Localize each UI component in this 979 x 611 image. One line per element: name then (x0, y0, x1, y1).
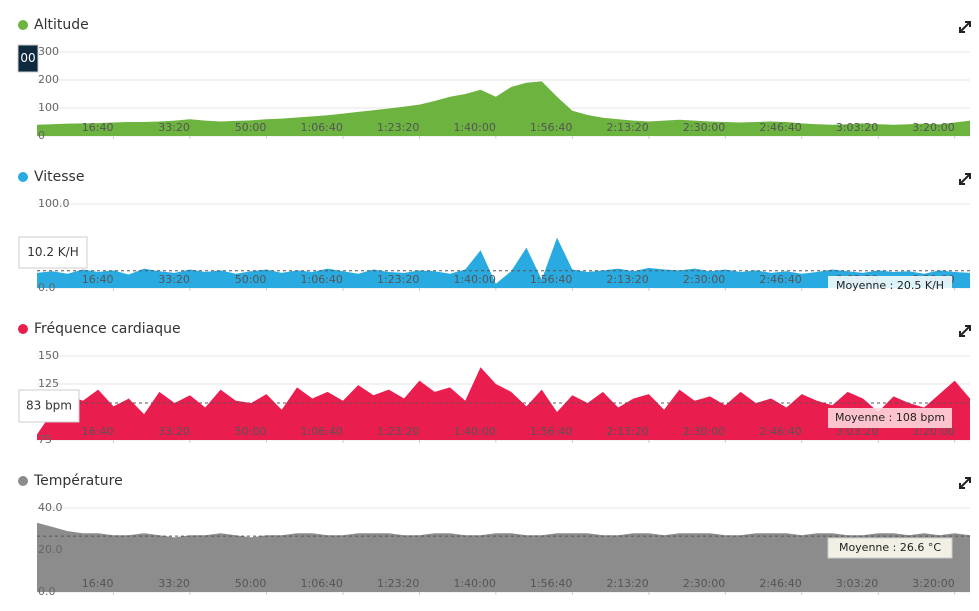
x-tick-label: 1:56:40 (530, 121, 572, 134)
tooltip-box (18, 236, 88, 269)
x-tick-label: 16:40 (82, 273, 114, 286)
x-tick-label: 2:46:40 (759, 577, 801, 590)
area (37, 81, 970, 136)
area (37, 522, 970, 592)
y-tick-label: 100.0 (38, 197, 70, 210)
x-tick-label: 2:30:00 (683, 577, 725, 590)
x-tick-label: 2:30:00 (683, 425, 725, 438)
x-tick-label: 2:46:40 (759, 273, 801, 286)
x-tick-label: 50:00 (235, 273, 267, 286)
y-tick-label: 0.0 (38, 585, 56, 598)
x-tick-label: 1:06:40 (300, 121, 342, 134)
x-tick-label: 33:20 (158, 577, 190, 590)
y-tick-label: 125 (38, 377, 59, 390)
chart-title: Température (33, 473, 123, 489)
y-tick-label: 75 (38, 433, 52, 446)
expand-icon[interactable] (959, 477, 971, 489)
x-tick-label: 3:03:20 (836, 425, 878, 438)
y-tick-label: 0.0 (38, 281, 56, 294)
chart-title: Vitesse (34, 169, 84, 185)
area (37, 237, 970, 288)
x-tick-label: 2:13:20 (606, 121, 648, 134)
x-tick-label: 1:56:40 (530, 577, 572, 590)
x-tick-label: 16:40 (82, 577, 114, 590)
average-box (828, 408, 952, 428)
legend-dot (18, 172, 28, 182)
y-tick-label: 20.0 (38, 543, 63, 556)
x-tick-label: 3:03:20 (836, 577, 878, 590)
x-tick-label: 2:46:40 (759, 121, 801, 134)
x-tick-label: 50:00 (235, 425, 267, 438)
x-tick-label: 33:20 (158, 273, 190, 286)
average-label: Moyenne : 26.6 °C (839, 541, 941, 554)
x-tick-label: 33:20 (158, 425, 190, 438)
y-tick-label: 100 (38, 101, 59, 114)
x-tick-label: 16:40 (82, 121, 114, 134)
x-tick-label: 1:06:40 (300, 425, 342, 438)
tooltip-box (17, 44, 39, 73)
x-tick-label: 50:00 (235, 121, 267, 134)
x-tick-label: 1:56:40 (530, 425, 572, 438)
x-tick-label: 2:30:00 (683, 121, 725, 134)
legend-dot (18, 20, 28, 30)
x-tick-label: 2:13:20 (606, 577, 648, 590)
x-tick-label: 1:40:00 (453, 425, 495, 438)
legend-dot (18, 476, 28, 486)
x-tick-label: 1:40:00 (453, 121, 495, 134)
y-tick-label: 150 (38, 349, 59, 362)
x-tick-label: 1:06:40 (300, 273, 342, 286)
average-box (827, 537, 953, 559)
legend-dot (18, 324, 28, 334)
tooltip-text: 10.2 K/H (27, 245, 78, 259)
x-tick-label: 2:46:40 (759, 425, 801, 438)
x-tick-label: 3:20:00 (912, 577, 954, 590)
x-tick-label: 2:13:20 (606, 425, 648, 438)
average-label: Moyenne : 20.5 K/H (836, 279, 944, 292)
expand-icon[interactable] (959, 173, 971, 185)
chart-title: Altitude (34, 17, 89, 33)
x-tick-label: 2:13:20 (606, 273, 648, 286)
expand-icon[interactable] (959, 325, 971, 337)
y-tick-label: 200 (38, 73, 59, 86)
average-box (828, 276, 952, 296)
tooltip-box (18, 389, 80, 423)
x-tick-label: 2:30:00 (683, 273, 725, 286)
x-tick-label: 1:23:20 (377, 425, 419, 438)
area (37, 367, 970, 440)
chart-title: Fréquence cardiaque (34, 321, 181, 337)
x-tick-label: 1:06:40 (300, 577, 342, 590)
x-tick-label: 16:40 (82, 425, 114, 438)
x-tick-label: 3:20:00 (912, 121, 954, 134)
x-tick-label: 1:23:20 (377, 121, 419, 134)
x-tick-label: 1:23:20 (377, 577, 419, 590)
x-tick-label: 33:20 (158, 121, 190, 134)
y-tick-label: 0 (38, 129, 45, 142)
tooltip-text: 83 bpm (26, 399, 72, 413)
x-tick-label: 50:00 (235, 577, 267, 590)
x-tick-label: 3:03:20 (836, 121, 878, 134)
y-tick-label: 300 (38, 45, 59, 58)
expand-icon[interactable] (959, 21, 971, 33)
x-tick-label: 1:40:00 (453, 577, 495, 590)
x-tick-label: 1:40:00 (453, 273, 495, 286)
x-tick-label: 1:56:40 (530, 273, 572, 286)
x-tick-label: 1:23:20 (377, 273, 419, 286)
x-tick-label: 3:20:00 (912, 425, 954, 438)
y-tick-label: 40.0 (38, 501, 63, 514)
tooltip-text: 00 (20, 51, 35, 65)
average-label: Moyenne : 108 bpm (835, 411, 945, 424)
